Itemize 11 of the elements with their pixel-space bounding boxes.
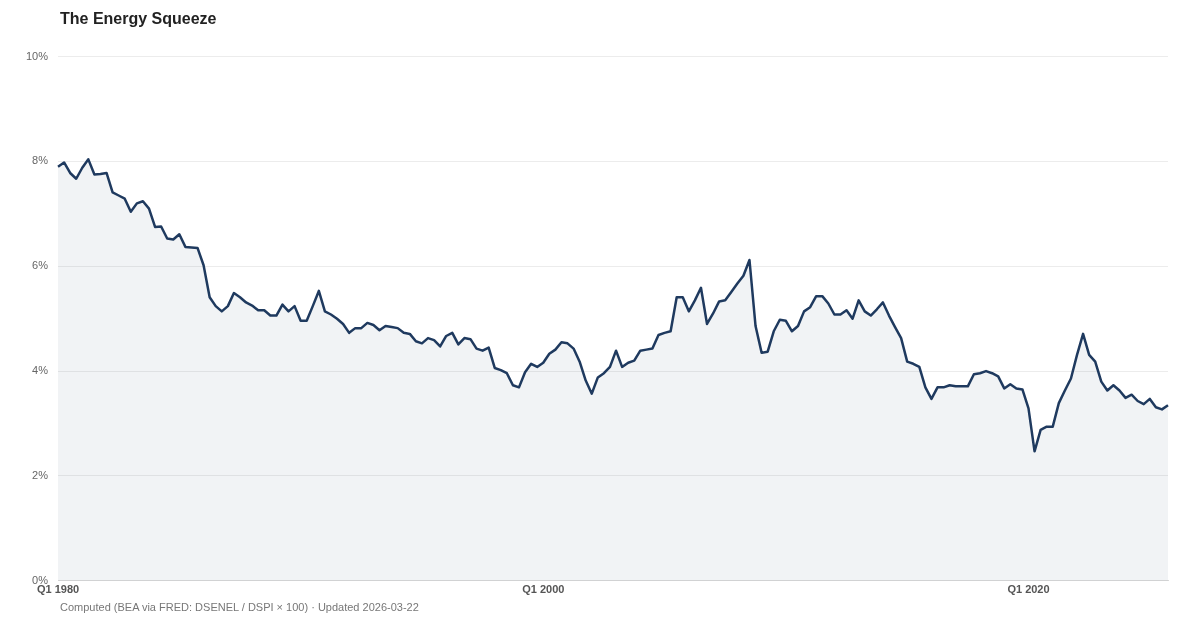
y-tick-label: 2% [32,468,49,481]
y-tick-label: 4% [32,364,49,377]
y-tick-label: 6% [32,259,49,272]
text: Computed (BEA via FRED: DSENEL / DSPI × 100) · Updated 2026-03-22 [60,601,419,613]
x-tick-label: Q1 1980 [36,583,80,596]
x-tick-label: Q1 2000 [522,583,565,596]
y-tick-label: 8% [32,154,49,167]
y-tick-label: 10% [25,49,49,62]
chart-title: The Energy Squeeze [60,10,217,28]
y-tick-label: 0% [32,573,49,586]
x-tick-label: Q1 2020 [1007,583,1050,596]
